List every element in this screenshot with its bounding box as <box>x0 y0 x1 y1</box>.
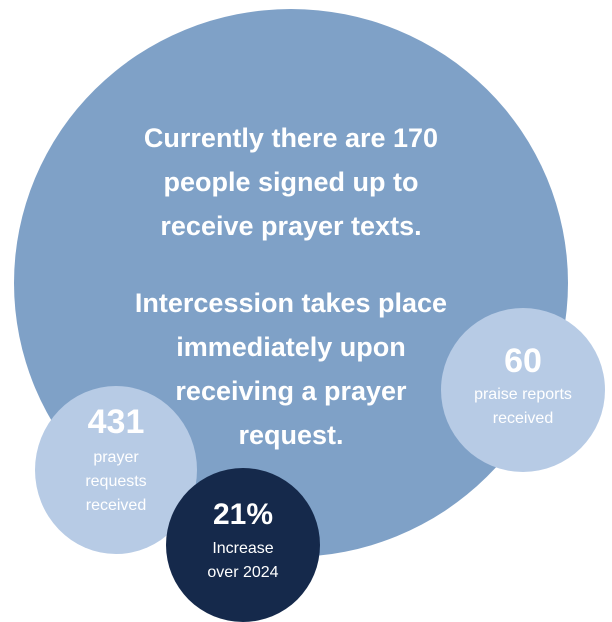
signup-line: people signed up to <box>163 167 419 197</box>
increase-label: over 2024 <box>207 564 279 581</box>
prayer-requests-label: prayer <box>93 449 139 466</box>
signup-line: receive prayer texts. <box>160 211 422 241</box>
increase-circle: 21% Increase over 2024 <box>166 468 320 622</box>
prayer-requests-label: requests <box>85 473 147 490</box>
increase-percent: 21% <box>212 498 274 531</box>
increase-label: Increase <box>212 540 274 557</box>
prayer-requests-label: received <box>85 497 147 514</box>
intercession-line: receiving a prayer <box>175 376 407 406</box>
praise-reports-count: 60 <box>504 342 542 380</box>
praise-reports-label: received <box>492 410 554 427</box>
signup-line: Currently there are 170 <box>143 123 439 153</box>
intercession-paragraph: Intercession takes place immediately upo… <box>14 281 568 457</box>
signup-paragraph: Currently there are 170 people signed up… <box>14 116 568 248</box>
praise-reports-circle: 60 praise reports received <box>441 308 605 472</box>
intercession-line: Intercession takes place <box>134 288 448 318</box>
intercession-line: immediately upon <box>176 332 406 362</box>
prayer-requests-count: 431 <box>87 403 145 441</box>
praise-reports-label: praise reports <box>474 386 572 403</box>
intercession-line: request. <box>238 420 344 450</box>
